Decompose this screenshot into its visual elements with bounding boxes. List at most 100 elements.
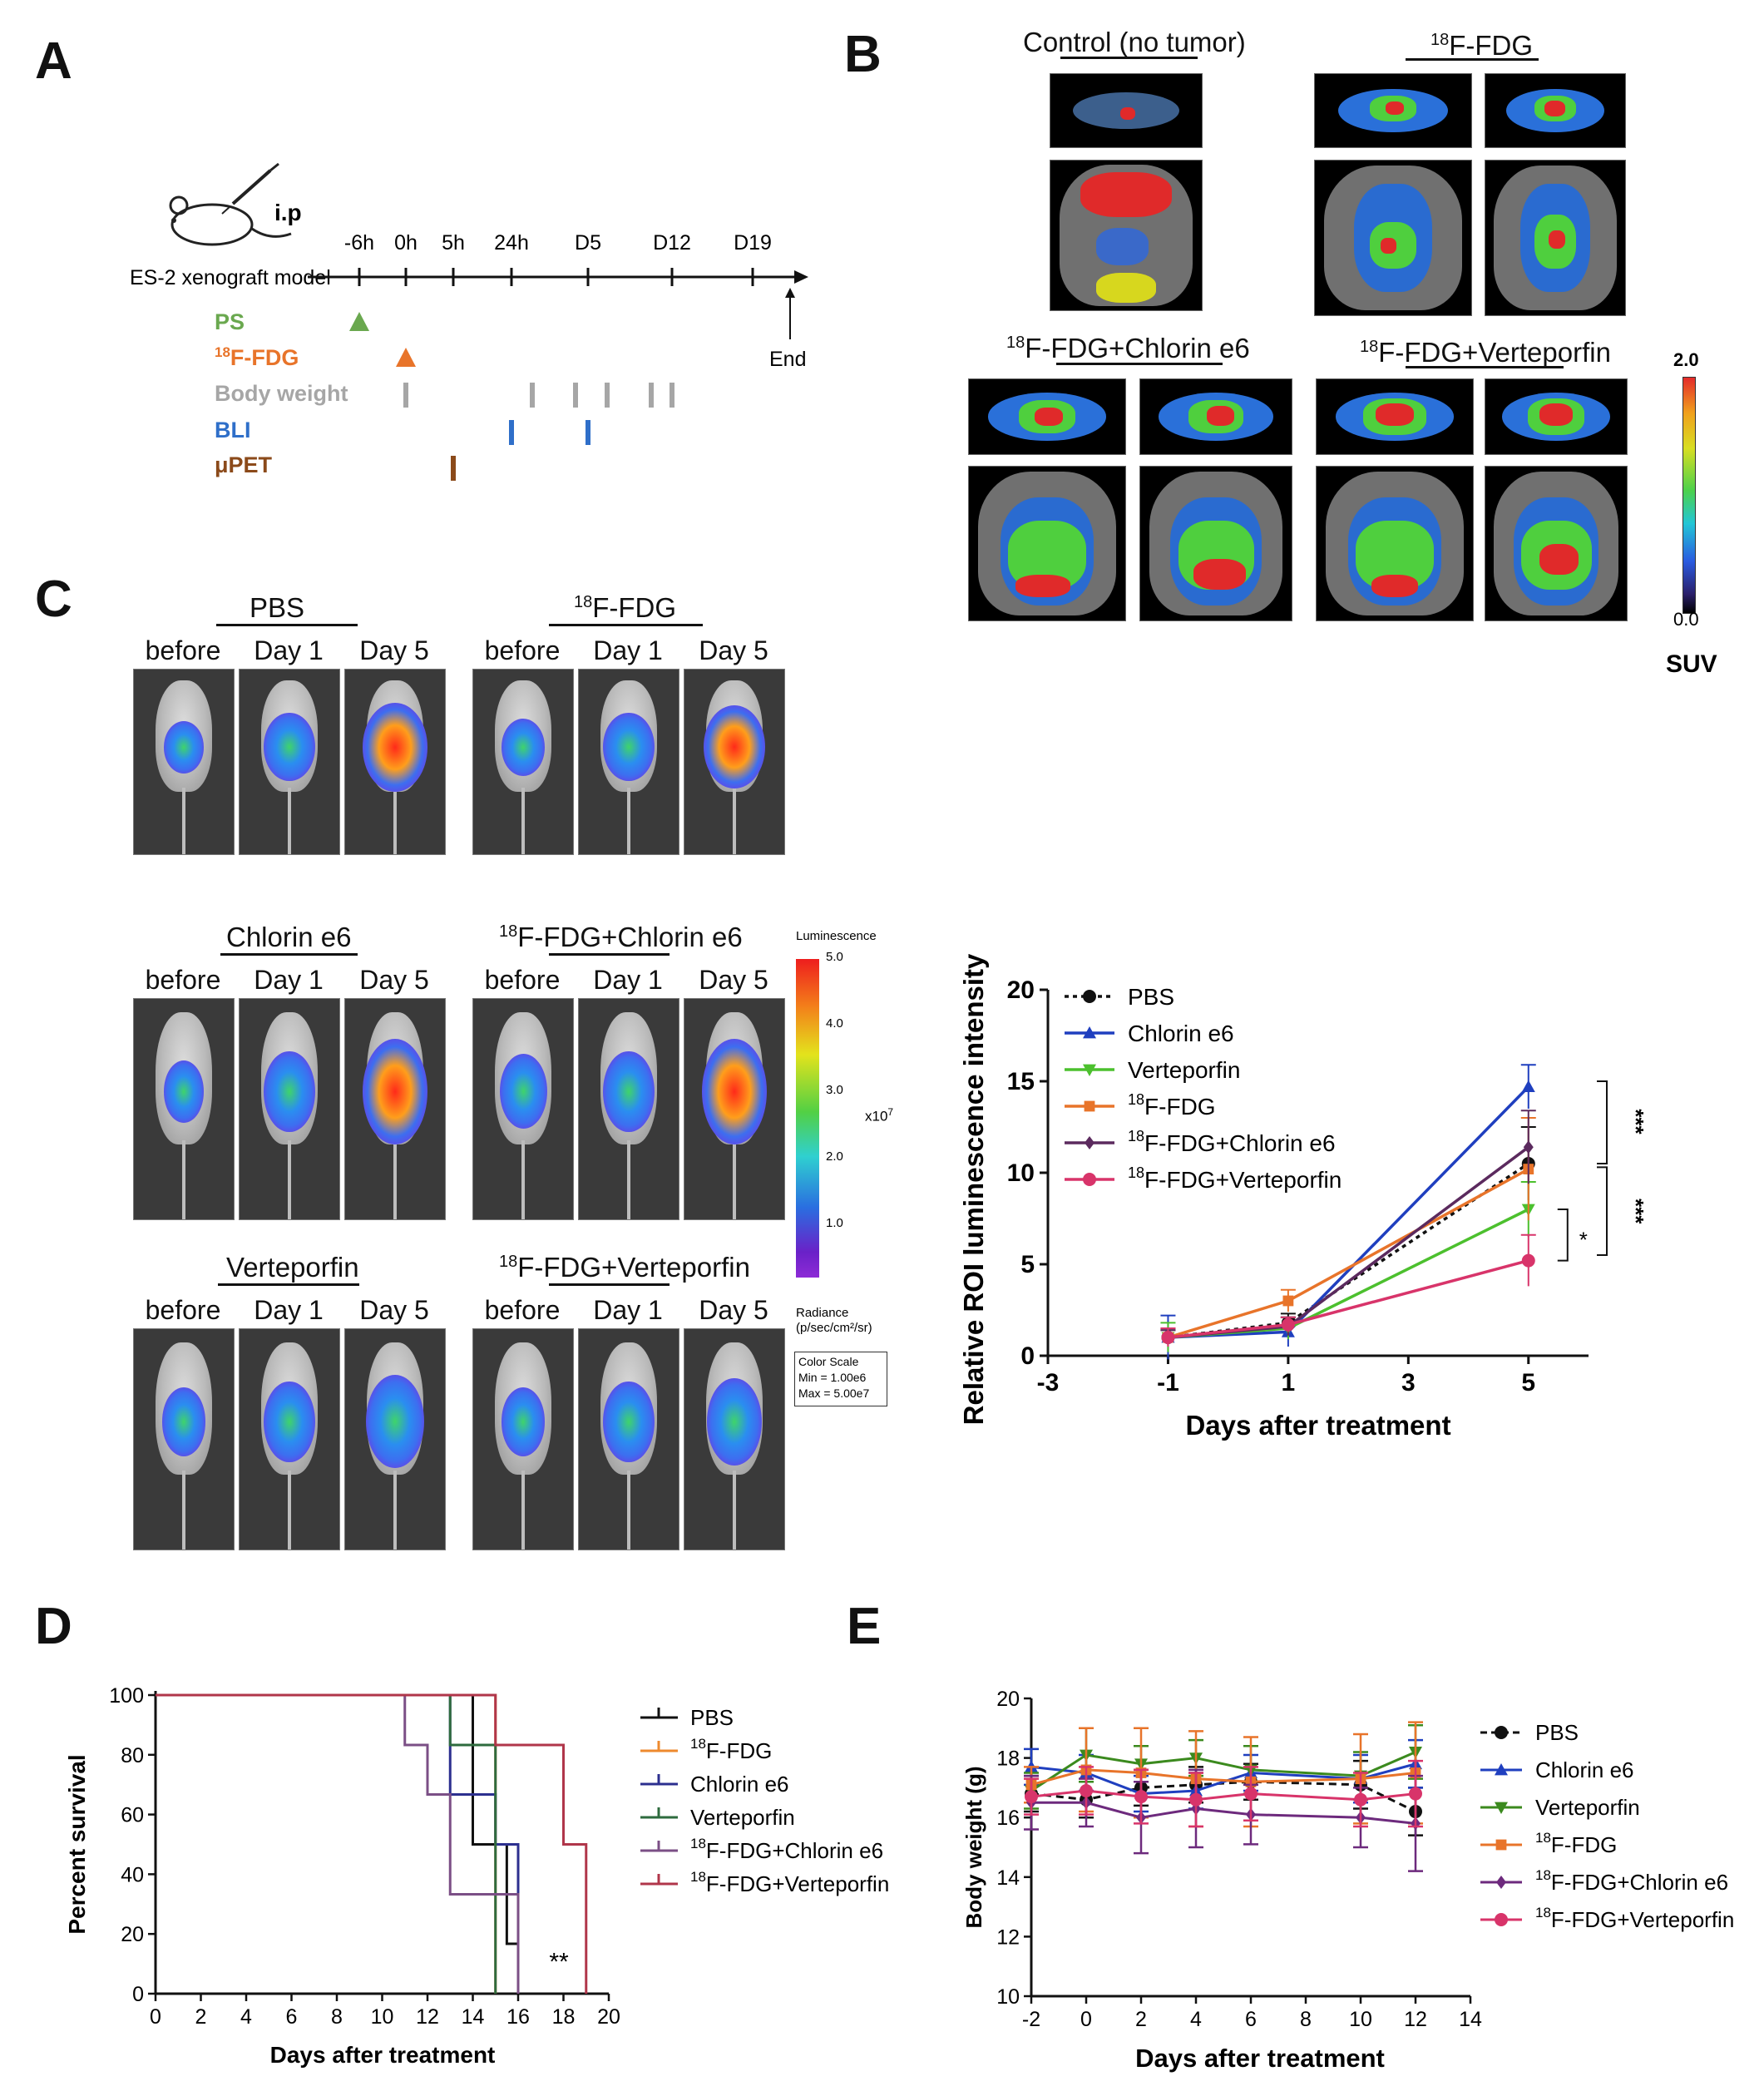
c-legend-marker: [1083, 990, 1096, 1003]
e-point: [1080, 1783, 1093, 1797]
bli-group-text: Verteporfin: [226, 1252, 359, 1283]
c-legend-sup: 18: [1128, 1164, 1144, 1181]
e-y-tick-label: 16: [996, 1807, 1020, 1830]
c-series: [1160, 1064, 1536, 1360]
timeline-row-sup: 18: [215, 344, 230, 360]
pet-axial-chlorin-1: [968, 378, 1126, 455]
bli-group-text: Chlorin e6: [226, 922, 352, 952]
timeline-label: 0h: [394, 231, 418, 255]
pet-axial-fdg-2: [1485, 73, 1626, 148]
c-y-tick-label: 20: [1007, 976, 1035, 1004]
d-legend-sup: 18: [690, 1836, 706, 1851]
bli-colorbar-tick: 1.0: [826, 1216, 843, 1230]
panel-label-c: C: [35, 571, 72, 628]
e-legend-marker: [1496, 1876, 1506, 1889]
bli-signal: [499, 1054, 547, 1130]
e-legend-marker: [1495, 1726, 1508, 1739]
d-x-tick-label: 10: [371, 2005, 394, 2029]
mouse-tail: [626, 1470, 631, 1550]
d-legend-text: F-FDG+Verteporfin: [706, 1871, 889, 1896]
e-legend-text: F-FDG: [1551, 1832, 1617, 1857]
d-legend-label: 18F-FDG+Chlorin e6: [690, 1836, 883, 1863]
bli-mouse-image: [578, 669, 679, 855]
c-sig-bracket: [1597, 1080, 1608, 1164]
bli-column-label: Day 1: [593, 965, 663, 995]
timeline-row-text: PS: [215, 309, 245, 334]
pet-title-chlorin-text: F-FDG+Chlorin e6: [1025, 333, 1250, 363]
e-legend-marker: [1495, 1839, 1507, 1851]
mouse-tail: [287, 1139, 292, 1219]
suv-colorbar: [1682, 377, 1696, 614]
bli-mouse-image: [684, 1328, 785, 1550]
c-legend-text: F-FDG: [1144, 1094, 1216, 1120]
c-y-tick-label: 10: [1007, 1159, 1035, 1187]
mouse-tail: [626, 1139, 631, 1219]
bli-mouse-image: [344, 1328, 446, 1550]
bli-group-title: 18F-FDG+Verteporfin: [499, 1252, 750, 1283]
timeline-label: D12: [653, 231, 691, 255]
bli-colorbar-tick: 2.0: [826, 1149, 843, 1164]
bli-signal: [363, 702, 427, 792]
pet-coronal-vert-1: [1316, 466, 1474, 621]
bli-signal: [163, 720, 205, 774]
route-label: i.p: [274, 200, 302, 225]
bli-signal: [707, 1377, 762, 1466]
panel-label-e: E: [847, 1598, 882, 1655]
mouse-tail: [393, 788, 398, 854]
c-legend-label: 18F-FDG+Verteporfin: [1128, 1164, 1342, 1193]
bli-colorbar-tick: 5.0: [826, 950, 843, 964]
bli-mouse-image: [344, 998, 446, 1220]
timeline-row-label: Body weight: [215, 381, 348, 407]
c-legend-label: PBS: [1128, 984, 1174, 1010]
bli-group-sup: 18: [499, 922, 518, 941]
timeline-svg: [308, 268, 808, 481]
pet-title-vert-sup: 18: [1360, 338, 1379, 356]
c-sig-label: *: [1579, 1227, 1588, 1252]
d-y-tick-label: 0: [132, 1983, 144, 2006]
bli-group-title: PBS: [250, 592, 304, 624]
ps-triangle-marker: [349, 312, 369, 331]
d-legend-text: F-FDG+Chlorin e6: [706, 1838, 883, 1863]
chart-d-survival: 0 20 40 60 80 100 0 2 4 6 8 10 12 14 16 18 20 Days after …: [64, 1684, 889, 2068]
bli-group-title: 18F-FDG: [574, 592, 676, 624]
bli-mouse-image: [133, 998, 235, 1220]
timeline-row-label: PS: [215, 309, 245, 335]
e-y-tick-label: 18: [996, 1747, 1020, 1771]
panel-label-b: B: [844, 26, 882, 83]
bli-group-text: PBS: [250, 592, 305, 623]
e-x-axis-label: Days after treatment: [1135, 2044, 1385, 2073]
bli-exponent-base: x10: [865, 1108, 888, 1125]
d-survival-line: [156, 1693, 497, 1994]
c-legend-marker: [1083, 1026, 1096, 1039]
bli-mouse-image: [684, 669, 785, 855]
timeline-row-text: μPET: [215, 452, 273, 477]
e-x-tick-label: 6: [1245, 2008, 1257, 2031]
e-point: [1189, 1792, 1203, 1807]
bli-group-text: F-FDG+Verteporfin: [517, 1252, 750, 1283]
c-series: [1160, 1233, 1536, 1347]
d-series: [156, 1693, 497, 1994]
mouse-tail: [732, 1470, 737, 1550]
bli-mouse-image: [133, 669, 235, 855]
bli-signal: [501, 1387, 546, 1456]
timeline-row-label: μPET: [215, 452, 272, 478]
c-x-tick-label: 5: [1521, 1369, 1535, 1396]
timeline-row-text: Body weight: [215, 381, 348, 406]
pet-coronal-control: [1050, 160, 1203, 311]
bli-column-label: Day 5: [359, 1295, 429, 1325]
c-series-line: [1167, 1168, 1529, 1339]
e-point: [1244, 1787, 1258, 1801]
d-y-tick-label: 20: [121, 1923, 144, 1946]
c-x-axis-label: Days after treatment: [1185, 1410, 1450, 1441]
d-legend-label: 18F-FDG+Verteporfin: [690, 1869, 889, 1896]
d-survival-line: [156, 1693, 497, 1994]
d-y-tick-label: 80: [121, 1744, 144, 1767]
bli-signal: [264, 1050, 315, 1133]
bli-signal: [603, 713, 655, 782]
timeline-row-label: BLI: [215, 418, 251, 443]
pet-title-chlorin: 18F-FDG+Chlorin e6: [1006, 333, 1250, 364]
chart-e-bodyweight: 10 12 14 16 18 20 -2 0 2 4 6 8 10 12 14 Days after trea…: [961, 1688, 1734, 2073]
c-sig-bracket: [1557, 1209, 1569, 1262]
e-y-tick-label: 10: [996, 1985, 1020, 2009]
mouse-tail: [521, 1139, 526, 1219]
